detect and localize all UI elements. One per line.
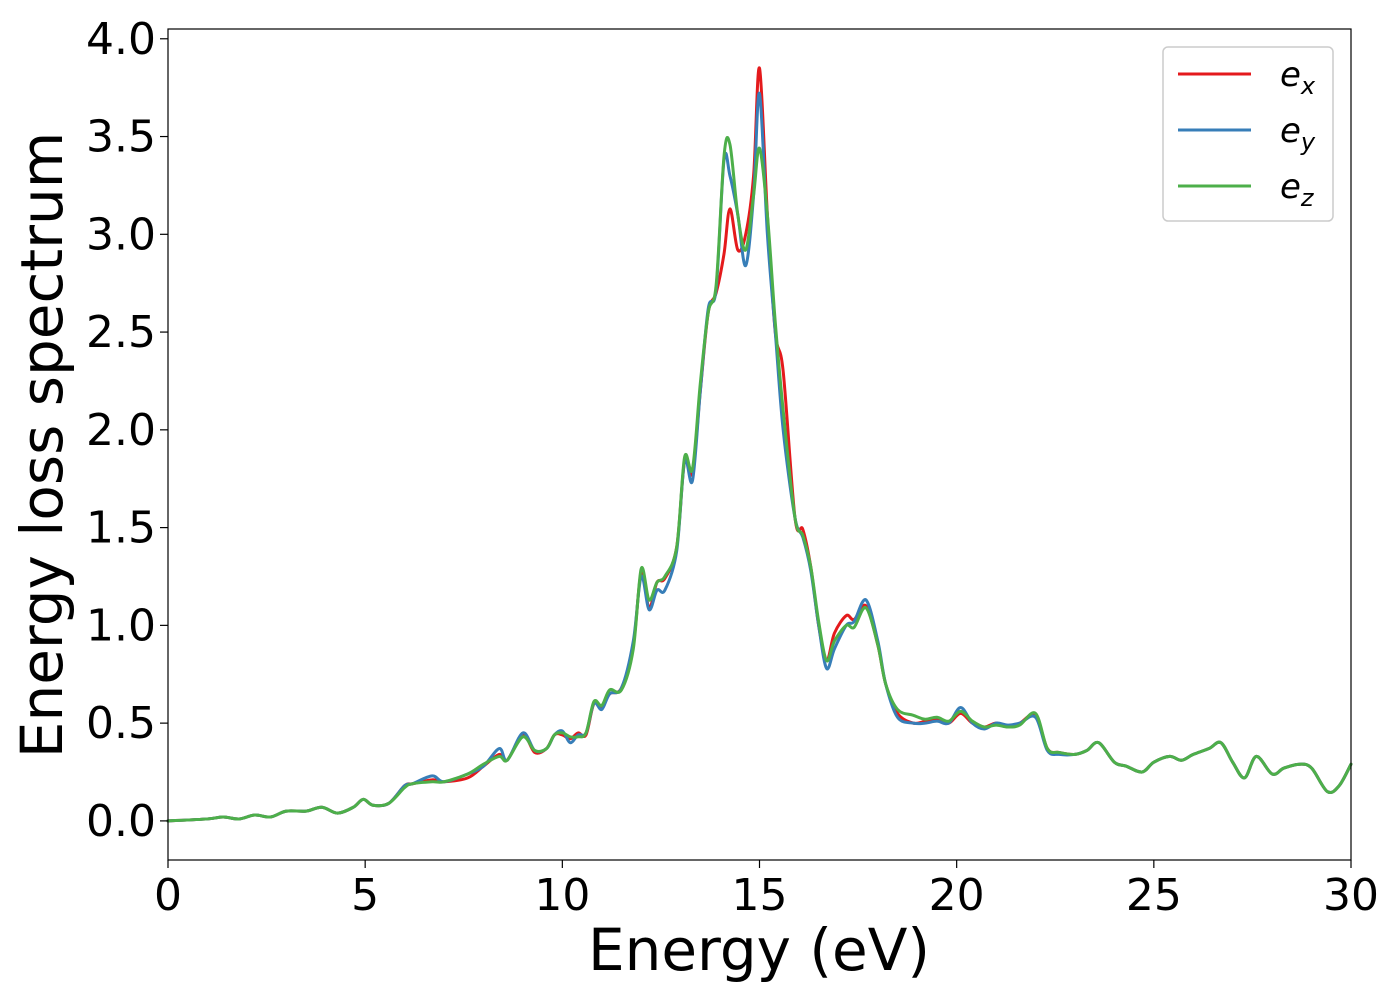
legend-label-ez: ez	[1280, 167, 1315, 212]
series-layer	[166, 66, 1353, 823]
x-tick-label: 15	[732, 870, 788, 921]
y-tick-label: 0.5	[86, 698, 156, 749]
y-axis-title: Energy loss spectrum	[8, 132, 76, 758]
x-axis: 0 5 10 15 20 25 30	[154, 860, 1379, 921]
x-tick-label: 10	[534, 870, 590, 921]
y-tick-label: 2.0	[86, 405, 156, 456]
series-line-ez	[166, 136, 1353, 823]
x-tick-label: 0	[154, 870, 182, 921]
y-tick-label: 4.0	[86, 14, 156, 65]
x-tick-label: 25	[1126, 870, 1182, 921]
x-tick-label: 5	[351, 870, 379, 921]
x-tick-label: 20	[929, 870, 985, 921]
y-tick-label: 3.0	[86, 209, 156, 260]
legend: ex ey ez	[1162, 46, 1334, 222]
y-tick-label: 1.0	[86, 600, 156, 651]
y-tick-label: 2.5	[86, 307, 156, 358]
y-tick-label: 1.5	[86, 503, 156, 554]
x-tick-label: 30	[1323, 870, 1379, 921]
legend-label-ey: ey	[1280, 111, 1316, 156]
y-tick-label: 0.0	[86, 796, 156, 847]
legend-label-ex: ex	[1280, 55, 1316, 100]
x-axis-title: Energy (eV)	[588, 916, 930, 984]
y-tick-label: 3.5	[86, 112, 156, 163]
legend-frame	[1162, 46, 1334, 222]
y-axis: 0.0 0.5 1.0 1.5 2.0 2.5 3.0 3.5 4.0	[86, 14, 168, 847]
